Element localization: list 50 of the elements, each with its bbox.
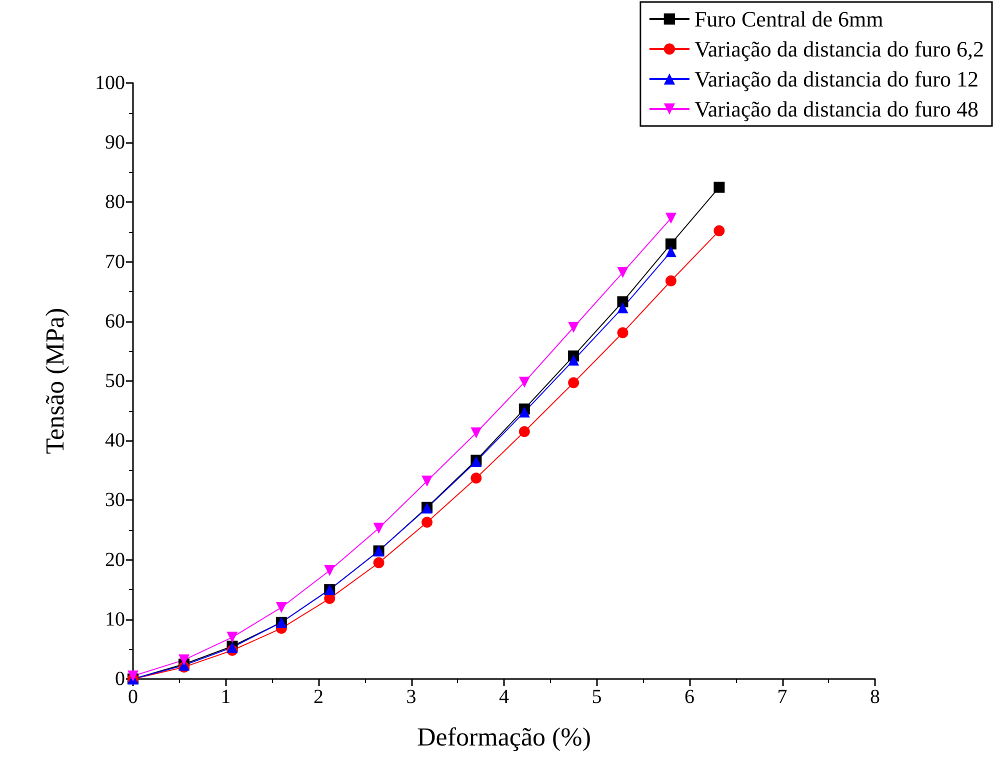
y-tick-label: 10 <box>105 608 125 630</box>
point <box>470 427 482 438</box>
y-tick-label: 0 <box>115 668 125 690</box>
point <box>568 322 580 333</box>
point <box>665 238 676 250</box>
point <box>226 632 238 643</box>
y-tick-label: 20 <box>105 548 125 571</box>
point <box>568 377 580 388</box>
legend-label: Variação da distancia do furo 48 <box>694 96 979 122</box>
point <box>665 212 676 224</box>
point <box>714 182 725 193</box>
point <box>568 354 580 366</box>
point <box>617 267 628 278</box>
point <box>714 225 725 236</box>
x-tick-label: 7 <box>777 686 788 708</box>
point <box>617 302 628 314</box>
y-axis-title: Tensão (MPa) <box>40 308 70 454</box>
x-axis-title: Deformação (%) <box>417 722 591 752</box>
y-tick-label: 80 <box>105 191 125 214</box>
x-tick-label: 3 <box>406 686 416 708</box>
y-tick-label: 60 <box>105 310 125 332</box>
y-tick-label: 40 <box>105 430 125 452</box>
y-tick-label: 50 <box>105 370 125 392</box>
y-tick-label: 70 <box>105 250 125 273</box>
point <box>276 602 287 613</box>
point <box>518 376 530 388</box>
point <box>470 472 482 484</box>
x-tick-label: 1 <box>220 686 231 708</box>
point <box>617 327 628 338</box>
point <box>422 516 433 528</box>
legend-label: Furo Central de 6mm <box>694 6 884 32</box>
point <box>665 275 676 286</box>
y-tick-label: 30 <box>105 489 125 512</box>
point <box>422 476 433 487</box>
x-tick-label: 2 <box>314 686 324 708</box>
point <box>373 522 384 534</box>
point <box>518 406 530 418</box>
y-tick-label: 90 <box>105 132 125 154</box>
point <box>665 246 676 258</box>
point <box>373 557 384 568</box>
point <box>178 654 190 666</box>
point <box>518 426 530 438</box>
point <box>324 565 336 576</box>
x-tick-label: 5 <box>592 686 602 708</box>
x-tick-label: 6 <box>684 686 694 708</box>
x-tick-label: 8 <box>870 686 880 708</box>
legend-label: Variação da distancia do furo 12 <box>694 66 979 92</box>
legend-label: Variação da distancia do furo 6,2 <box>694 36 984 62</box>
x-tick-label: 4 <box>499 686 509 708</box>
y-tick-label: 100 <box>95 72 125 94</box>
